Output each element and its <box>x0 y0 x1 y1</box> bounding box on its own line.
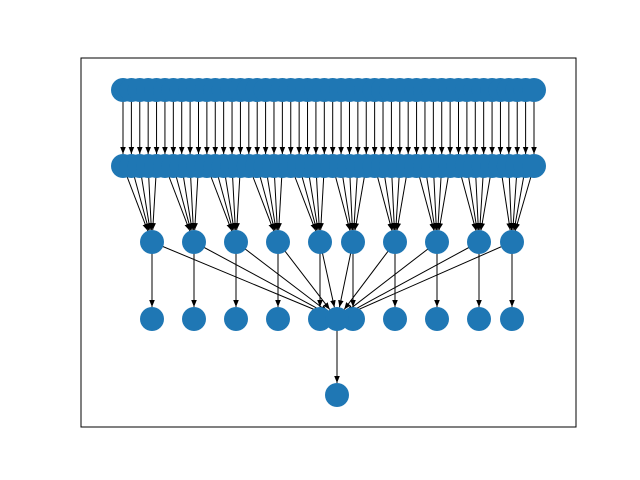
edge <box>193 241 327 314</box>
edge <box>347 241 480 314</box>
node <box>383 307 407 331</box>
node <box>308 230 332 254</box>
nodes <box>111 78 546 407</box>
node <box>522 78 546 102</box>
node <box>266 230 290 254</box>
node <box>224 230 248 254</box>
node <box>266 307 290 331</box>
node <box>341 230 365 254</box>
node <box>500 230 524 254</box>
node <box>140 230 164 254</box>
node <box>182 307 206 331</box>
node <box>500 307 524 331</box>
edge <box>151 241 327 315</box>
edge <box>347 241 513 315</box>
node <box>182 230 206 254</box>
node <box>467 230 491 254</box>
node <box>425 307 449 331</box>
node <box>140 307 164 331</box>
node <box>425 230 449 254</box>
edge <box>235 241 328 313</box>
edge <box>346 241 438 313</box>
node <box>325 383 349 407</box>
edge <box>277 241 331 310</box>
axes-frame <box>80 57 577 428</box>
node <box>467 307 491 331</box>
edge <box>343 241 396 310</box>
node <box>325 307 349 331</box>
node <box>383 230 407 254</box>
node <box>224 307 248 331</box>
node <box>308 307 332 331</box>
node <box>522 154 546 178</box>
